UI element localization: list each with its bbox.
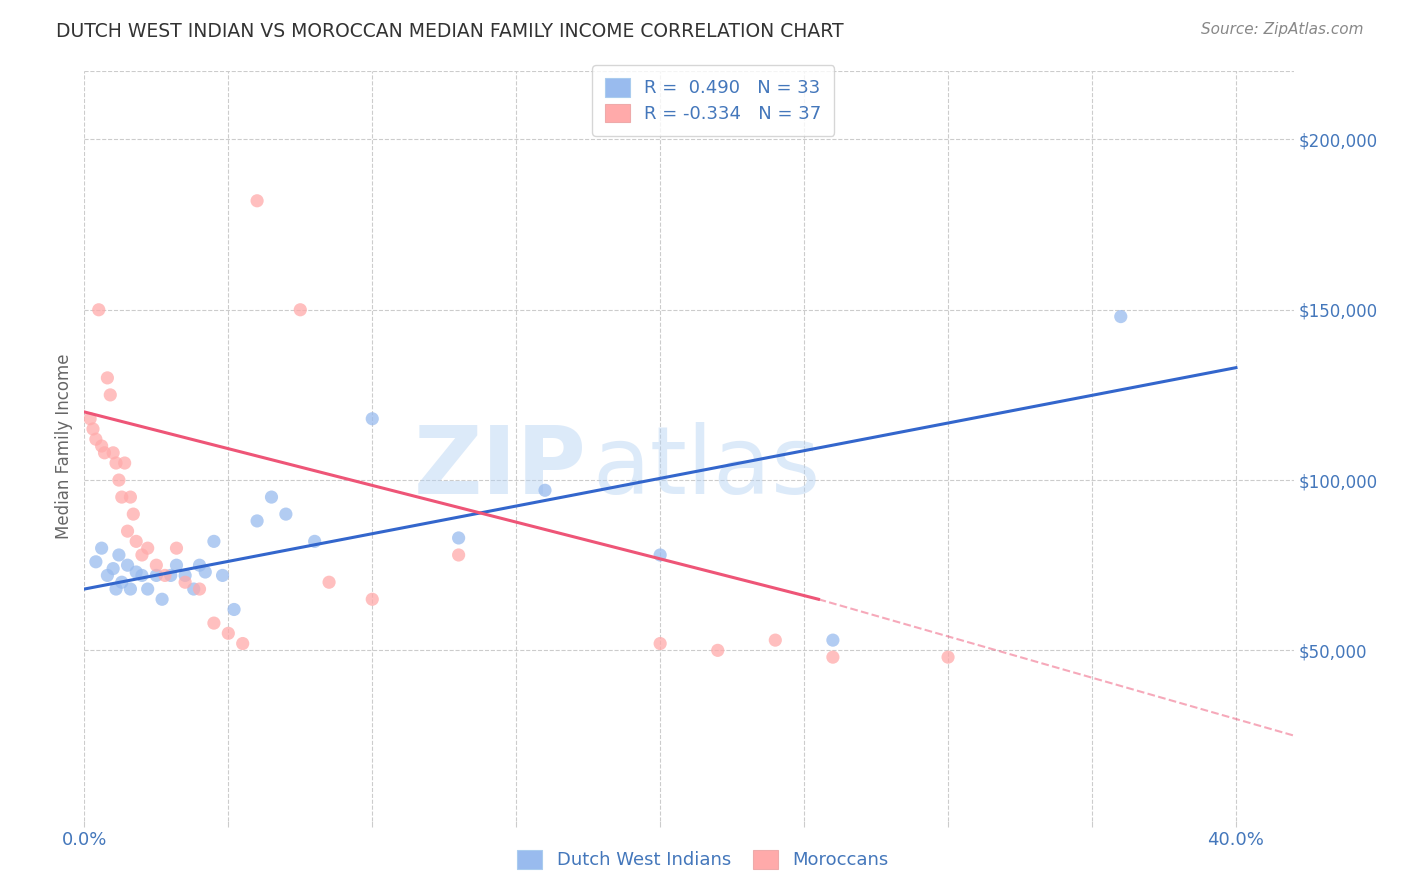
Point: [120, 582, 142, 596]
Point: [136, 582, 159, 596]
Point: [650, 636, 672, 650]
Point: [260, 490, 283, 504]
Point: [120, 490, 142, 504]
Point: [706, 643, 728, 657]
Legend: R =  0.490   N = 33, R = -0.334   N = 37: R = 0.490 N = 33, R = -0.334 N = 37: [592, 65, 834, 136]
Point: [318, 575, 340, 590]
Point: [246, 194, 269, 208]
Point: [361, 592, 384, 607]
Point: [936, 650, 959, 665]
Point: [447, 548, 470, 562]
Text: DUTCH WEST INDIAN VS MOROCCAN MEDIAN FAMILY INCOME CORRELATION CHART: DUTCH WEST INDIAN VS MOROCCAN MEDIAN FAM…: [56, 22, 844, 41]
Point: [145, 558, 167, 573]
Text: ZIP: ZIP: [413, 423, 586, 515]
Point: [111, 490, 134, 504]
Point: [131, 548, 153, 562]
Point: [188, 558, 211, 573]
Point: [114, 456, 136, 470]
Point: [361, 411, 384, 425]
Point: [84, 432, 107, 446]
Point: [174, 568, 197, 582]
Legend: Dutch West Indians, Moroccans: Dutch West Indians, Moroccans: [508, 841, 898, 879]
Point: [79, 411, 101, 425]
Point: [111, 575, 134, 590]
Point: [202, 534, 225, 549]
Point: [217, 626, 239, 640]
Point: [105, 456, 128, 470]
Point: [145, 568, 167, 582]
Point: [101, 561, 124, 575]
Y-axis label: Median Family Income: Median Family Income: [55, 353, 73, 539]
Point: [98, 388, 121, 402]
Point: [122, 507, 145, 521]
Point: [188, 582, 211, 596]
Point: [174, 575, 197, 590]
Point: [87, 302, 110, 317]
Point: [136, 541, 159, 556]
Point: [131, 568, 153, 582]
Point: [290, 302, 312, 317]
Point: [763, 633, 786, 648]
Point: [202, 616, 225, 631]
Point: [650, 548, 672, 562]
Point: [166, 558, 188, 573]
Point: [96, 371, 118, 385]
Point: [90, 541, 112, 556]
Point: [159, 568, 181, 582]
Point: [125, 534, 148, 549]
Point: [108, 548, 131, 562]
Point: [304, 534, 326, 549]
Point: [1109, 310, 1132, 324]
Point: [222, 602, 245, 616]
Point: [105, 582, 128, 596]
Text: atlas: atlas: [592, 423, 821, 515]
Point: [117, 524, 139, 538]
Point: [183, 582, 205, 596]
Point: [447, 531, 470, 545]
Point: [108, 473, 131, 487]
Point: [101, 446, 124, 460]
Point: [821, 650, 844, 665]
Point: [274, 507, 297, 521]
Point: [194, 565, 217, 579]
Point: [232, 636, 254, 650]
Text: Source: ZipAtlas.com: Source: ZipAtlas.com: [1201, 22, 1364, 37]
Point: [84, 555, 107, 569]
Point: [246, 514, 269, 528]
Point: [82, 422, 104, 436]
Point: [211, 568, 233, 582]
Point: [534, 483, 557, 498]
Point: [93, 446, 115, 460]
Point: [166, 541, 188, 556]
Point: [117, 558, 139, 573]
Point: [821, 633, 844, 648]
Point: [125, 565, 148, 579]
Point: [153, 568, 176, 582]
Point: [90, 439, 112, 453]
Point: [150, 592, 173, 607]
Point: [96, 568, 118, 582]
